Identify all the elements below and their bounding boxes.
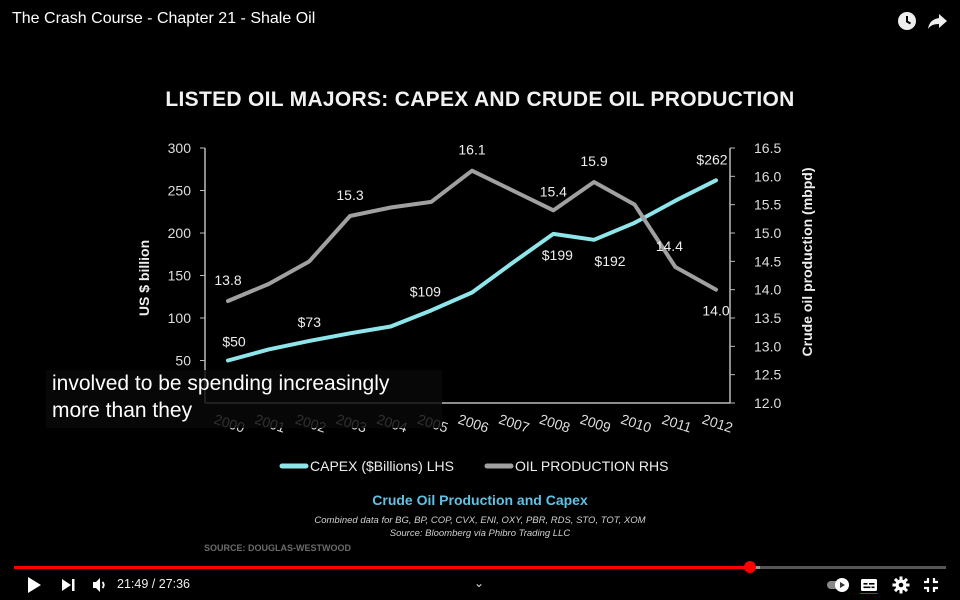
data-label: 15.3 xyxy=(336,187,363,203)
x-tick-label: 2008 xyxy=(538,411,573,436)
production-series-line xyxy=(226,168,718,303)
capex-series-line xyxy=(226,178,718,363)
data-label: $73 xyxy=(298,314,322,330)
data-label: $109 xyxy=(410,283,441,299)
data-label: $199 xyxy=(542,247,573,263)
settings-icon[interactable] xyxy=(892,576,910,594)
video-title[interactable]: The Crash Course - Chapter 21 - Shale Oi… xyxy=(12,10,316,27)
progress-bar[interactable] xyxy=(14,566,946,569)
right-tick-label: 15.0 xyxy=(754,225,781,241)
right-tick-label: 14.0 xyxy=(754,282,781,298)
captions-icon[interactable] xyxy=(860,576,878,594)
source-credit: SOURCE: DOUGLAS-WESTWOOD xyxy=(204,543,351,553)
y2-axis-title: Crude oil production (mbpd) xyxy=(799,168,815,357)
left-tick-label: 250 xyxy=(168,183,192,199)
x-tick-label: 2009 xyxy=(578,411,613,436)
legend-label: OIL PRODUCTION RHS xyxy=(515,458,669,474)
x-tick-label: 2010 xyxy=(619,411,654,436)
capex-production-chart: 50 100 150 200 250 300 12.0 12.5 13.0 13.5 14.0 14.… xyxy=(136,140,815,474)
left-tick-label: 300 xyxy=(168,140,192,156)
y-axis-title: US $ billion xyxy=(136,240,152,316)
x-tick-label: 2006 xyxy=(456,411,491,436)
time-display: 21:49 / 27:36 xyxy=(117,577,190,591)
legend-label: CAPEX ($Billions) LHS xyxy=(310,458,454,474)
duration: 27:36 xyxy=(158,577,190,591)
chart-combined-note: Combined data for BG, BP, COP, CVX, ENI,… xyxy=(314,515,646,526)
video-top-bar: The Crash Course - Chapter 21 - Shale Oi… xyxy=(0,0,960,40)
current-time: 21:49 xyxy=(117,577,149,591)
data-label: $50 xyxy=(222,334,246,350)
chart-caption: Crude Oil Production and Capex xyxy=(372,492,588,508)
right-tick-label: 14.5 xyxy=(754,253,781,269)
x-tick-label: 2011 xyxy=(660,411,694,436)
left-tick-label: 150 xyxy=(168,268,192,284)
subtitle-line: involved to be spending increasingly xyxy=(52,372,390,395)
right-tick-label: 12.0 xyxy=(754,395,781,411)
right-tick-label: 16.0 xyxy=(754,168,781,184)
data-label: $262 xyxy=(696,151,727,167)
right-tick-label: 12.5 xyxy=(754,367,781,383)
slide-title: LISTED OIL MAJORS: CAPEX AND CRUDE OIL P… xyxy=(165,88,795,111)
play-icon[interactable] xyxy=(26,576,42,594)
data-label: 15.4 xyxy=(540,183,567,199)
right-tick-label: 13.0 xyxy=(754,338,781,354)
right-tick-label: 15.5 xyxy=(754,197,781,213)
data-label: 13.8 xyxy=(214,272,241,288)
left-tick-label: 200 xyxy=(168,225,192,241)
left-tick-label: 50 xyxy=(175,353,191,369)
exit-fullscreen-icon[interactable] xyxy=(922,576,940,594)
chevron-down-icon[interactable]: ⌄ xyxy=(474,576,485,590)
x-tick-label: 2012 xyxy=(700,411,735,436)
data-label: 14.4 xyxy=(656,238,683,254)
data-label: $192 xyxy=(594,253,625,269)
x-tick-label: 2007 xyxy=(497,411,532,436)
left-tick-label: 100 xyxy=(168,310,192,326)
data-label: 15.9 xyxy=(580,153,607,169)
next-icon[interactable] xyxy=(60,576,76,594)
progress-scrubber[interactable] xyxy=(744,561,757,573)
subtitle-overlay: involved to be spending increasingly mor… xyxy=(46,370,442,428)
volume-icon[interactable] xyxy=(91,576,109,594)
progress-played xyxy=(14,566,751,569)
right-tick-label: 16.5 xyxy=(754,140,781,156)
chart-source-note: Source: Bloomberg via Phibro Trading LLC xyxy=(389,528,571,539)
watch-later-icon[interactable] xyxy=(896,10,918,32)
right-tick-label: 13.5 xyxy=(754,310,781,326)
autoplay-toggle-icon[interactable] xyxy=(826,576,852,594)
subtitle-line: more than they xyxy=(52,399,193,422)
data-label: 16.1 xyxy=(458,142,485,158)
time-separator: / xyxy=(151,577,159,591)
share-icon[interactable] xyxy=(926,10,948,32)
data-label: 14.0 xyxy=(702,303,729,319)
